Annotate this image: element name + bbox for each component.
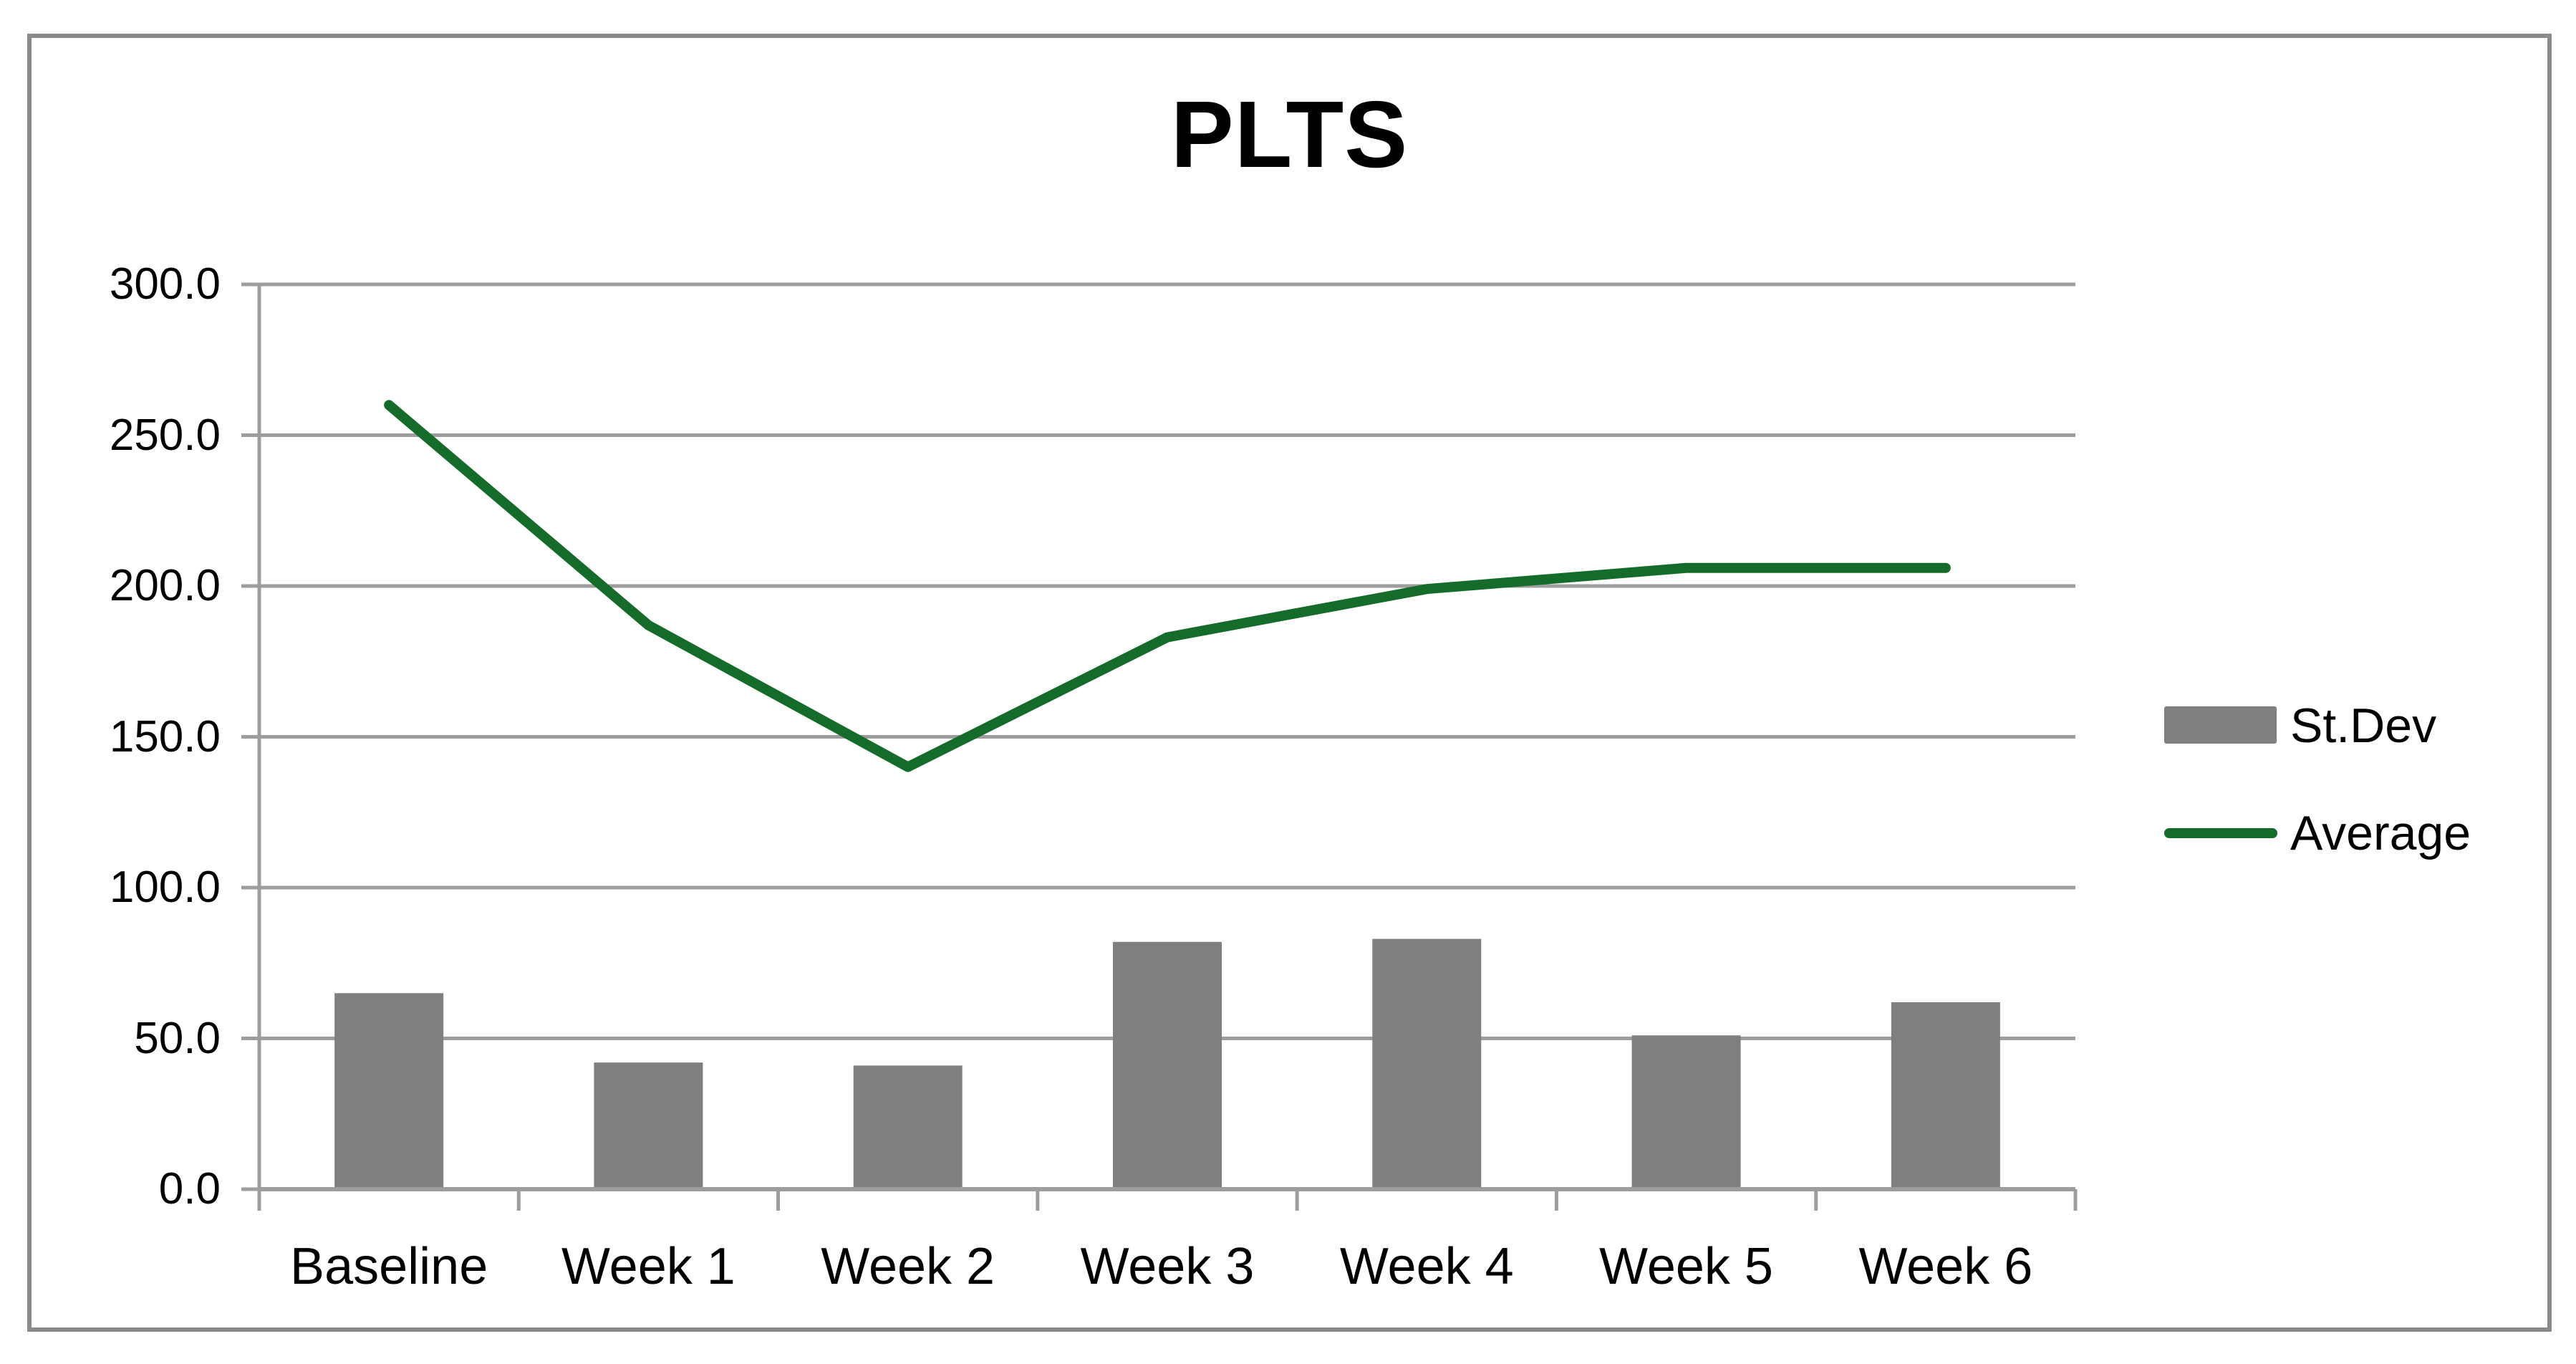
x-tick-label: Week 6 <box>1858 1238 2033 1295</box>
x-tick-label: Baseline <box>290 1238 488 1295</box>
chart-border <box>27 34 2552 1332</box>
bar-Week 5 <box>1631 1035 1741 1189</box>
y-tick-label: 300.0 <box>109 259 221 309</box>
y-tick-label: 150.0 <box>109 711 221 762</box>
x-tick-label: Week 1 <box>561 1238 735 1295</box>
y-tick-label: 50.0 <box>134 1013 221 1063</box>
y-tick-label: 100.0 <box>109 863 221 912</box>
x-tick-label: Week 4 <box>1339 1238 1514 1295</box>
legend-label-average: Average <box>2290 806 2471 860</box>
bar-Week 6 <box>1891 1002 2000 1189</box>
chart-title: PLTS <box>1170 82 1409 187</box>
bar-Week 3 <box>1113 941 1222 1189</box>
y-tick-label: 250.0 <box>109 410 221 460</box>
x-tick-label: Week 3 <box>1080 1238 1255 1295</box>
legend-bar-swatch <box>2164 706 2277 744</box>
y-tick-label: 200.0 <box>109 561 221 610</box>
bar-Week 4 <box>1372 938 1482 1189</box>
legend-line-swatch <box>2164 828 2277 838</box>
average-line <box>384 400 1951 772</box>
y-tick-label: 0.0 <box>158 1164 221 1214</box>
x-tick-label: Week 5 <box>1599 1238 1773 1295</box>
bar-Week 2 <box>853 1065 963 1189</box>
legend-label-stdev: St.Dev <box>2290 698 2437 753</box>
x-tick-label: Week 2 <box>821 1238 995 1295</box>
bar-Week 1 <box>594 1062 703 1189</box>
bar-Baseline <box>334 993 444 1189</box>
